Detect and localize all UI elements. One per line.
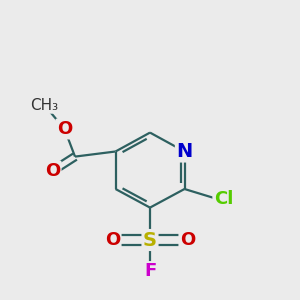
- Text: O: O: [57, 120, 72, 138]
- Text: O: O: [45, 162, 60, 180]
- Text: S: S: [143, 230, 157, 250]
- Text: O: O: [180, 231, 195, 249]
- Text: CH₃: CH₃: [30, 98, 58, 112]
- Text: O: O: [105, 231, 120, 249]
- Text: N: N: [176, 142, 193, 161]
- Text: Cl: Cl: [214, 190, 233, 208]
- Text: F: F: [144, 262, 156, 280]
